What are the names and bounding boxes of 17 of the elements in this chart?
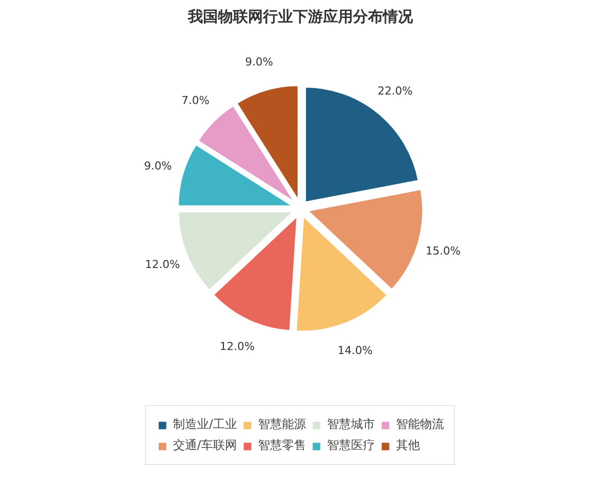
legend-label: 制造业/工业 [172, 416, 238, 433]
legend-label: 智慧医疗 [327, 437, 376, 454]
data-label: 15.0% [426, 244, 461, 258]
legend-label: 智慧城市 [327, 416, 376, 433]
data-label: 7.0% [182, 94, 210, 108]
data-label: 22.0% [378, 84, 413, 98]
legend-label: 其他 [396, 437, 420, 454]
data-label: 12.0% [144, 258, 180, 272]
legend-label: 交通/车联网 [172, 437, 238, 454]
legend-label: 智慧能源 [258, 416, 306, 433]
data-label: 12.0% [220, 340, 255, 354]
data-label: 9.0% [144, 159, 172, 172]
chart-title: 我国物联网行业下游应用分布情况 [187, 8, 414, 26]
legend-label: 智能物流 [396, 416, 444, 433]
legend-label: 智慧零售 [258, 437, 306, 454]
data-label: 9.0% [245, 55, 274, 68]
data-label: 14.0% [338, 344, 373, 357]
